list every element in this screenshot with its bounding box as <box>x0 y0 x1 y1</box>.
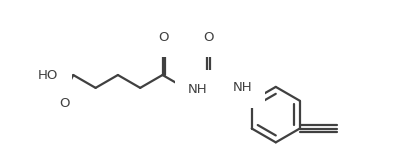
Text: O: O <box>203 31 213 44</box>
Text: O: O <box>59 97 70 110</box>
Text: NH: NH <box>232 81 252 94</box>
Text: HO: HO <box>38 69 58 81</box>
Text: NH: NH <box>188 83 207 96</box>
Text: O: O <box>158 31 169 44</box>
